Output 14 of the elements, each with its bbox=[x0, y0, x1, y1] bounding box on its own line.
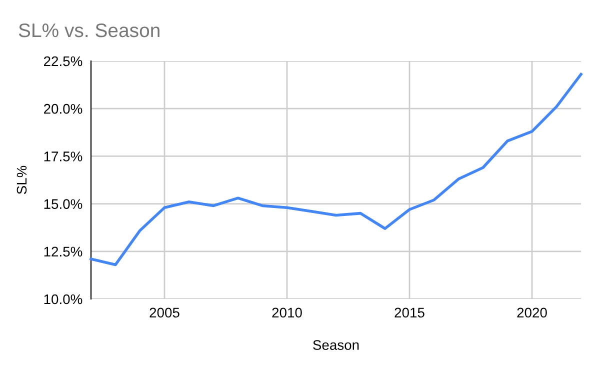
line-series bbox=[90, 72, 582, 266]
y-tick-label: 22.5% bbox=[44, 56, 82, 66]
y-tick-label: 17.5% bbox=[44, 152, 82, 162]
x-tick-label: 2015 bbox=[394, 308, 424, 318]
x-tick-label: 2005 bbox=[150, 308, 180, 318]
y-tick-label: 15.0% bbox=[44, 199, 82, 209]
x-axis-title: Season bbox=[313, 340, 359, 350]
chart-title: SL% vs. Season bbox=[18, 23, 160, 38]
x-tick-label: 2020 bbox=[517, 308, 547, 318]
y-tick-label: 10.0% bbox=[44, 294, 82, 304]
y-tick-label: 12.5% bbox=[44, 246, 82, 257]
y-axis-title: SL% bbox=[16, 166, 27, 194]
x-tick-label: 2010 bbox=[272, 308, 302, 318]
y-tick-label: 20.0% bbox=[44, 104, 82, 114]
